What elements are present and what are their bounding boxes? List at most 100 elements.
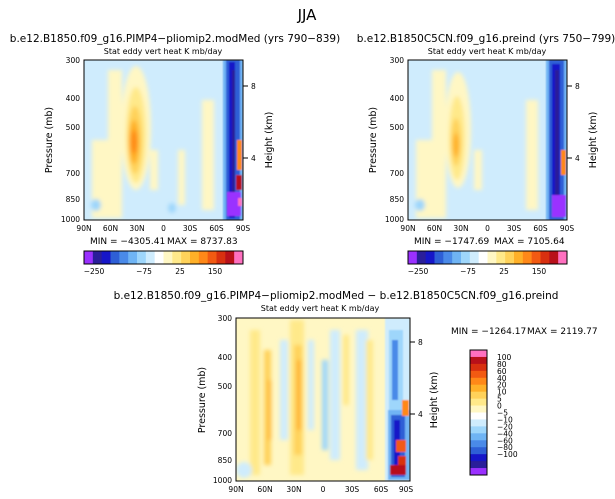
x-tick-label: 90S — [236, 224, 251, 233]
colorbar-label: 10 — [497, 388, 507, 397]
colorbar-swatch — [478, 251, 488, 264]
y2-tick-label: 8 — [575, 82, 580, 91]
x-tick-label: 30S — [345, 485, 360, 494]
panel-b-title: b.e12.B1850C5CN.f09_g16.preind (yrs 750−… — [357, 33, 615, 45]
y-tick-label: 500 — [390, 123, 405, 132]
colorbar-swatch — [470, 461, 487, 469]
y-tick-label: 1000 — [61, 215, 80, 224]
colorbar-swatch — [234, 251, 244, 264]
colorbar-label: 20 — [497, 381, 507, 390]
panel-a-subtitle: Stat eddy vert heat K mb/day — [104, 47, 223, 56]
colorbar-swatch — [470, 468, 487, 476]
panel-a-x-ticks: 90N 60N 30N 0 30S 60S 90S — [76, 224, 250, 233]
panel-b-y-ticks: 300 400 500 700 850 1000 — [385, 56, 404, 224]
x-tick-label: 60S — [374, 485, 389, 494]
colorbar-swatch — [470, 440, 487, 448]
colorbar-swatch — [470, 398, 487, 406]
y-tick-label: 700 — [66, 169, 81, 178]
y-tick-label: 300 — [66, 56, 81, 65]
panel-c-colorbar — [469, 349, 488, 476]
colorbar-swatch — [469, 251, 480, 264]
x-tick-label: 60N — [257, 485, 272, 494]
colorbar-swatch — [487, 251, 497, 264]
y-tick-label: 1000 — [213, 476, 232, 485]
colorbar-swatch — [101, 251, 111, 264]
colorbar-label: 40 — [497, 374, 507, 383]
colorbar-swatch — [163, 251, 173, 264]
x-tick-label: 0 — [485, 224, 490, 233]
panel-c-field — [236, 318, 410, 481]
x-tick-label: 0 — [161, 224, 166, 233]
colorbar-swatch — [558, 251, 568, 264]
colorbar-swatch — [216, 251, 226, 264]
colorbar-label: 100 — [497, 353, 512, 362]
colorbar-swatch — [540, 251, 550, 264]
colorbar-label: −75 — [136, 267, 152, 276]
colorbar-swatch — [84, 251, 94, 264]
panel-b-subtitle: Stat eddy vert heat K mb/day — [428, 47, 547, 56]
panel-c-subtitle: Stat eddy vert heat K mb/day — [261, 304, 380, 313]
figure-title: JJA — [297, 6, 318, 24]
colorbar-swatch — [522, 251, 533, 264]
colorbar-label: −100 — [497, 450, 518, 459]
x-tick-label: 60S — [209, 224, 224, 233]
y-tick-label: 850 — [390, 195, 405, 204]
panel-b-ylabel: Pressure (mb) — [368, 107, 379, 173]
panel-b-y2-ticks: 8 4 — [567, 82, 580, 163]
colorbar-label: −75 — [460, 267, 476, 276]
x-tick-label: 90N — [228, 485, 243, 494]
colorbar-swatch — [514, 251, 524, 264]
panel-c-min: MIN = −1264.17 — [451, 327, 526, 337]
colorbar-swatch — [190, 251, 200, 264]
x-tick-label: 90S — [560, 224, 575, 233]
colorbar-label: −60 — [497, 436, 513, 445]
colorbar-frame — [83, 250, 244, 265]
y2-tick-label: 4 — [418, 410, 423, 419]
colorbar-swatch — [408, 251, 418, 264]
panel-b-min: MIN = −1747.69 — [414, 237, 489, 247]
panel-b-y2label: Height (km) — [588, 112, 599, 169]
y-tick-label: 400 — [390, 94, 405, 103]
colorbar-swatch — [496, 251, 506, 264]
panel-a-y-ticks: 300 400 500 700 850 1000 — [61, 56, 80, 224]
y-tick-label: 400 — [66, 94, 81, 103]
colorbar-label: −20 — [497, 422, 513, 431]
y2-tick-label: 8 — [418, 338, 423, 347]
colorbar-swatch — [470, 377, 487, 386]
panel-b-x-ticks: 90N 60N 30N 0 30S 60S 90S — [400, 224, 574, 233]
colorbar-swatch — [470, 412, 487, 420]
colorbar-swatch — [470, 391, 487, 400]
y2-tick-label: 4 — [575, 154, 580, 163]
x-tick-label: 90N — [400, 224, 415, 233]
colorbar-swatch — [181, 251, 191, 264]
colorbar-swatch — [207, 251, 217, 264]
x-tick-label: 30N — [129, 224, 144, 233]
panel-a: b.e12.B1850.f09_g16.PIMP4−pliomip2.modMe… — [10, 33, 340, 276]
x-tick-label: 90S — [399, 485, 414, 494]
colorbar-swatch — [110, 251, 120, 264]
colorbar-frame — [469, 349, 488, 476]
panel-c-y2-ticks: 8 4 — [410, 338, 423, 419]
panel-a-max: MAX = 8737.83 — [167, 237, 238, 247]
colorbar-swatch — [470, 426, 487, 434]
colorbar-swatch — [470, 433, 487, 441]
colorbar-swatch — [172, 251, 182, 264]
panel-a-y2-ticks: 8 4 — [243, 82, 256, 163]
colorbar-label: −250 — [84, 267, 105, 276]
colorbar-swatch — [470, 454, 487, 462]
x-tick-label: 90N — [76, 224, 91, 233]
x-tick-label: 30N — [453, 224, 468, 233]
colorbar-swatch — [470, 384, 487, 393]
x-tick-label: 60N — [103, 224, 118, 233]
colorbar-label: −40 — [497, 429, 513, 438]
y-tick-label: 400 — [218, 353, 233, 362]
panel-c-ylabel: Pressure (mb) — [197, 367, 208, 433]
colorbar-swatch — [128, 251, 138, 264]
x-tick-label: 30N — [286, 485, 301, 494]
panel-b-colorbar — [407, 250, 568, 265]
panel-c: b.e12.B1850.f09_g16.PIMP4−pliomip2.modMe… — [114, 290, 598, 494]
colorbar-label: 150 — [532, 267, 547, 276]
colorbar-swatch — [434, 251, 444, 264]
